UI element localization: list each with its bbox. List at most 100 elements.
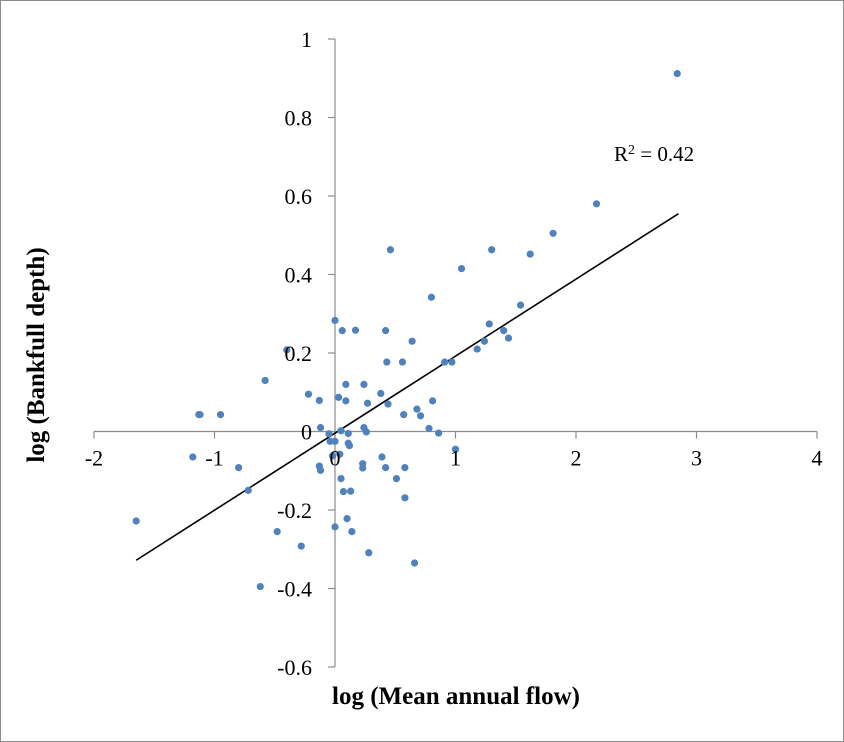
data-point [473, 345, 481, 353]
data-point [401, 494, 409, 502]
data-point [337, 475, 345, 483]
data-point [216, 411, 225, 419]
data-point [500, 327, 508, 335]
data-point [342, 380, 350, 388]
data-point [363, 399, 372, 407]
data-point [435, 429, 443, 437]
y-tick-label: -0.6 [277, 655, 312, 680]
x-tick-label: 1 [450, 446, 461, 471]
y-tick-label: 0.2 [285, 341, 313, 366]
data-point [673, 69, 681, 78]
data-point [383, 358, 391, 366]
data-point [359, 464, 367, 472]
data-point [339, 487, 348, 496]
data-point [338, 327, 346, 335]
data-point [398, 358, 407, 366]
x-tick-label: -1 [205, 446, 223, 471]
y-tick-label: -0.2 [277, 498, 312, 523]
x-axis-title: log (Mean annual flow) [332, 683, 580, 710]
data-point [488, 246, 496, 254]
data-point [408, 337, 416, 345]
data-point [410, 559, 419, 567]
data-point [427, 293, 435, 301]
axes [93, 38, 818, 668]
data-points [132, 69, 681, 591]
y-tick-label: 0.6 [285, 184, 313, 209]
data-point [457, 265, 466, 273]
data-point [451, 445, 460, 453]
data-point [343, 515, 351, 523]
data-point [256, 582, 264, 591]
y-tick-label: 0.8 [285, 106, 313, 131]
data-point [316, 423, 325, 432]
r-squared-value: = 0.42 [635, 142, 694, 166]
x-tick-label: 2 [571, 446, 582, 471]
data-point [377, 389, 385, 398]
data-point [331, 437, 339, 445]
data-point [351, 326, 360, 334]
data-point [337, 427, 345, 435]
tick-labels: -2 -1 0 1 2 3 4 -0.6 -0.4 -0.2 0 0.2 0.4 0.6 0.8 1 [85, 27, 823, 680]
data-point [345, 442, 354, 450]
data-point [382, 327, 390, 335]
y-tick-label: 0 [301, 420, 312, 445]
data-point [592, 200, 601, 208]
data-point [429, 397, 437, 405]
y-tick-label: -0.4 [277, 577, 312, 602]
r-squared-annotation: R2 = 0.42 [614, 142, 694, 166]
data-point [480, 337, 489, 345]
data-point [425, 424, 433, 432]
data-point [297, 542, 305, 550]
data-point [360, 380, 368, 388]
x-tick-label: -2 [85, 446, 103, 471]
data-point [441, 358, 449, 366]
data-point [362, 428, 370, 436]
data-point [448, 358, 456, 366]
data-point [315, 396, 323, 405]
data-point [416, 412, 425, 420]
data-point [316, 466, 325, 474]
data-point [516, 301, 525, 309]
data-point [273, 527, 281, 536]
data-point [244, 486, 252, 494]
data-point [335, 393, 343, 401]
y-tick-label: 0.4 [285, 263, 313, 288]
data-point [384, 400, 392, 408]
data-point [331, 523, 339, 531]
r-squared-symbol: R [614, 142, 628, 166]
data-point [336, 450, 344, 458]
r-squared-exponent: 2 [628, 143, 635, 158]
data-point [348, 527, 356, 536]
data-point [331, 316, 339, 325]
trendline [135, 212, 679, 561]
y-tick-label: 1 [301, 27, 312, 52]
data-point [400, 411, 408, 419]
x-tick-label: 0 [330, 446, 341, 471]
data-point [413, 405, 421, 413]
data-point [401, 464, 409, 472]
data-point [365, 549, 373, 557]
data-point [342, 397, 350, 405]
data-point [344, 429, 352, 438]
x-tick-label: 4 [812, 446, 823, 471]
data-point [386, 246, 395, 254]
data-point [189, 453, 197, 461]
data-point [485, 320, 493, 328]
data-point [347, 487, 355, 495]
data-point [235, 464, 243, 472]
data-point [261, 376, 269, 385]
data-point [325, 430, 333, 438]
data-point [549, 229, 557, 237]
x-tick-label: 3 [691, 446, 702, 471]
data-point [504, 334, 513, 342]
data-point [196, 411, 204, 419]
data-point [304, 390, 313, 398]
data-point [283, 346, 291, 354]
y-axis-title: log (Bankfull depth) [23, 247, 50, 462]
data-point [328, 452, 337, 460]
data-point [378, 453, 386, 461]
data-point [382, 464, 390, 472]
trendline-group [135, 212, 679, 561]
